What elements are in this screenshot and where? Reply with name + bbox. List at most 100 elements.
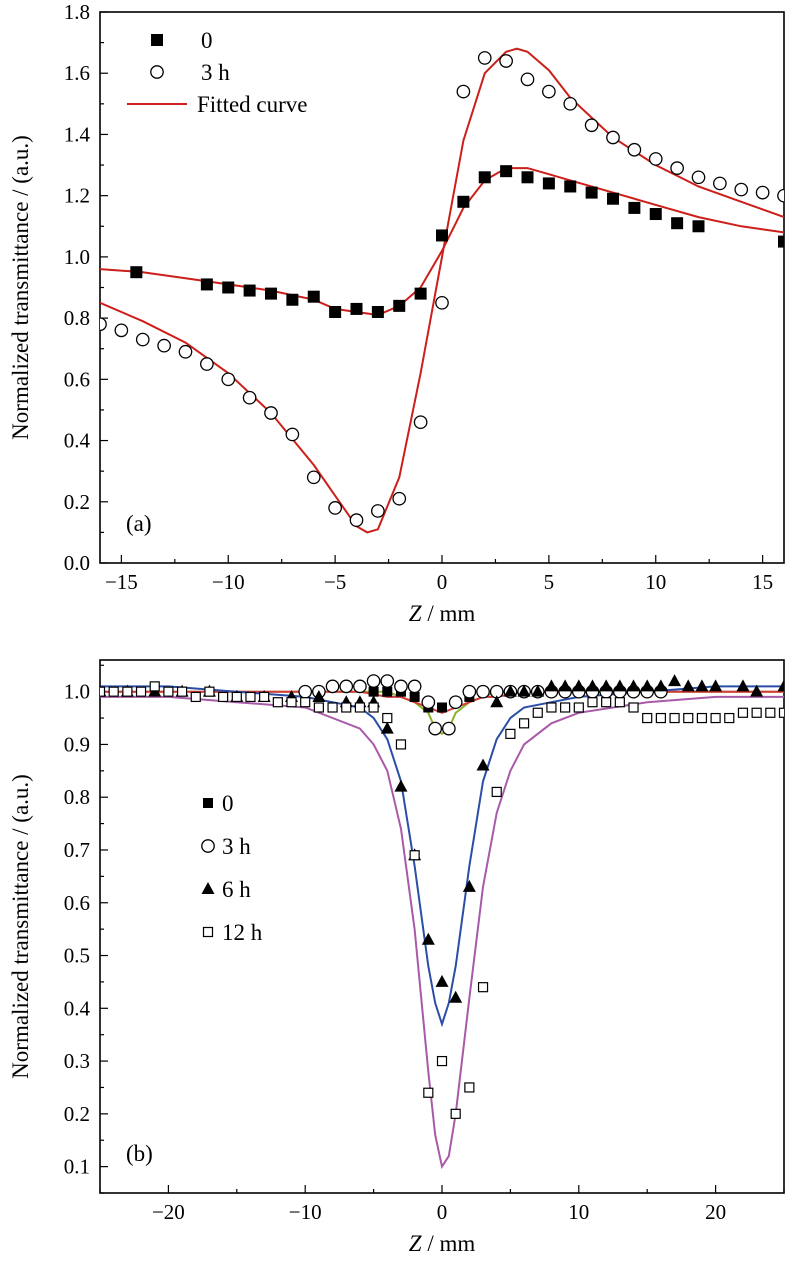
data-point — [435, 974, 449, 987]
legend-marker — [150, 65, 164, 79]
data-point — [163, 686, 174, 697]
x-tick-label: 5 — [544, 570, 555, 594]
data-point — [585, 679, 599, 692]
data-point — [563, 96, 578, 111]
data-point — [393, 299, 406, 312]
data-point — [108, 686, 119, 697]
data-point — [573, 702, 584, 713]
legend-marker — [151, 34, 163, 46]
data-point — [366, 674, 381, 688]
x-tick-label: 10 — [568, 1200, 589, 1224]
data-point — [614, 697, 625, 708]
data-point — [245, 691, 256, 703]
data-point — [456, 84, 471, 99]
data-point — [407, 679, 422, 694]
data-point — [696, 712, 708, 724]
data-point — [329, 305, 342, 318]
data-point — [648, 152, 663, 166]
y-axis-title: Normalized transmittance / (a.u.) — [8, 135, 33, 440]
legend-label: 0 — [222, 791, 234, 816]
data-point — [435, 295, 449, 310]
data-point — [544, 679, 558, 692]
data-point — [300, 697, 311, 708]
data-point — [613, 679, 627, 692]
data-point — [606, 130, 620, 145]
data-point — [218, 691, 229, 703]
y-tick-label: 0.3 — [64, 1049, 90, 1073]
data-point — [476, 684, 490, 699]
data-point — [421, 695, 436, 710]
data-point — [627, 142, 642, 157]
x-tick-label: 10 — [645, 570, 666, 594]
data-point — [409, 850, 420, 861]
legend-marker — [202, 926, 214, 938]
data-point — [500, 165, 513, 178]
data-point — [243, 284, 256, 297]
data-point — [572, 679, 586, 692]
data-point — [713, 176, 727, 191]
x-tick-label: −10 — [212, 570, 245, 594]
legend: 0 3 h 6 h 12 h — [201, 791, 263, 945]
fit-line-3-h — [100, 47, 784, 534]
data-point — [478, 171, 491, 184]
legend-label: 12 h — [222, 920, 263, 945]
data-point — [490, 695, 504, 708]
legend-marker — [201, 882, 215, 894]
y-tick-label: 0.1 — [64, 1155, 90, 1179]
y-tick-label: 0.6 — [64, 891, 90, 915]
series-3-h — [100, 51, 784, 527]
data-point — [176, 686, 188, 697]
x-axis-title: Z / mm — [409, 1231, 476, 1256]
data-point — [100, 686, 106, 697]
data-point — [462, 684, 477, 699]
data-point — [601, 697, 612, 708]
x-tick-label: −20 — [152, 1200, 185, 1224]
data-point — [521, 171, 534, 184]
data-point — [751, 707, 762, 718]
data-point — [750, 684, 764, 697]
data-point — [587, 697, 598, 708]
data-point — [640, 679, 654, 692]
legend-label: 3 h — [201, 60, 230, 85]
data-point — [122, 686, 133, 697]
data-point — [100, 317, 107, 332]
data-point — [532, 707, 543, 718]
data-point — [649, 208, 662, 221]
data-point — [392, 491, 407, 506]
data-point — [683, 712, 694, 724]
data-point — [325, 679, 340, 694]
fit-line-12-h — [100, 695, 784, 1170]
data-point — [339, 679, 354, 694]
data-point — [200, 357, 214, 371]
fit-line-6-h — [100, 685, 784, 1028]
data-point — [413, 415, 428, 430]
data-point — [135, 686, 147, 697]
data-point — [585, 186, 598, 199]
data-point — [448, 695, 463, 710]
y-tick-label: 1.2 — [64, 184, 90, 208]
data-point — [518, 718, 530, 729]
data-point — [542, 84, 556, 99]
data-point — [428, 721, 443, 736]
data-point — [491, 786, 502, 798]
data-point — [441, 721, 456, 736]
data-point — [671, 217, 684, 230]
data-point — [736, 679, 750, 692]
data-point — [421, 932, 435, 945]
data-point — [327, 702, 338, 713]
data-point — [371, 305, 384, 318]
data-point — [265, 287, 277, 300]
data-point — [149, 681, 160, 692]
data-point — [737, 707, 749, 718]
data-point — [765, 707, 776, 718]
data-point — [222, 281, 235, 294]
y-tick-label: 0.4 — [64, 996, 91, 1020]
data-point — [755, 185, 770, 200]
data-point — [503, 684, 517, 697]
data-point — [350, 302, 363, 315]
fit-line-0 — [100, 167, 784, 317]
series-6-h — [100, 674, 784, 1003]
data-point — [778, 235, 784, 248]
data-point — [312, 689, 326, 702]
y-tick-label: 1.0 — [64, 680, 90, 704]
